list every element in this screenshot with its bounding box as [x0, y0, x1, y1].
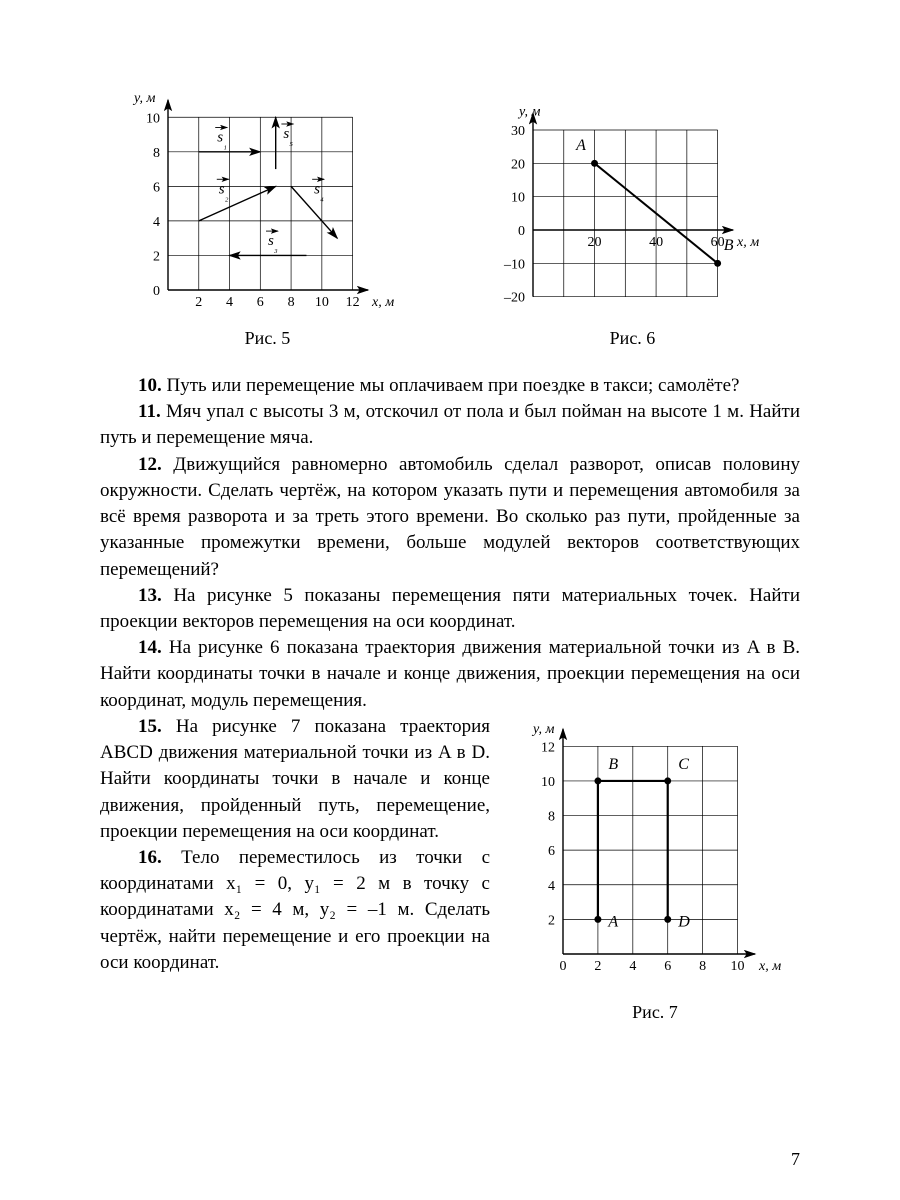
figure-5: 2 4 6 8 10 12 0 2 4 6 8 10 x, м y, м s₁ s₂ s₃ s₄ s₅ Рис. 5 [100, 90, 435, 349]
svg-text:D: D [677, 913, 690, 930]
problem-text: На рисунке 6 показана траектория движени… [100, 637, 800, 710]
svg-text:12: 12 [345, 295, 359, 310]
problem-number: 14. [138, 637, 162, 658]
svg-text:–10: –10 [503, 257, 525, 272]
problem-number: 16. [138, 847, 162, 868]
problem-text: Движущийся равномерно автомобиль сделал … [100, 454, 800, 580]
svg-text:x, м: x, м [371, 295, 394, 310]
svg-text:4: 4 [548, 879, 555, 894]
fig6-caption: Рис. 6 [465, 328, 800, 349]
svg-text:y, м: y, м [132, 91, 155, 106]
problems-block-2: 15. На рисунке 7 показана траектория ABC… [100, 714, 490, 976]
svg-text:s₁: s₁ [217, 129, 227, 150]
svg-text:6: 6 [548, 844, 555, 859]
svg-text:60: 60 [710, 235, 724, 250]
figure-row-top: 2 4 6 8 10 12 0 2 4 6 8 10 x, м y, м s₁ s₂ s₃ s₄ s₅ Рис. 5… [100, 90, 800, 349]
svg-text:4: 4 [226, 295, 233, 310]
svg-text:8: 8 [287, 295, 294, 310]
svg-text:0: 0 [153, 284, 160, 299]
svg-text:–20: –20 [503, 291, 525, 306]
svg-text:4: 4 [629, 959, 636, 974]
svg-text:10: 10 [314, 295, 328, 310]
svg-text:s₄: s₄ [314, 181, 324, 202]
svg-text:10: 10 [541, 775, 555, 790]
svg-text:20: 20 [511, 157, 525, 172]
svg-text:10: 10 [146, 111, 160, 126]
page-number: 7 [791, 1149, 800, 1170]
svg-text:x, м: x, м [736, 235, 759, 250]
svg-text:8: 8 [699, 959, 706, 974]
fig5-svg: 2 4 6 8 10 12 0 2 4 6 8 10 x, м y, м s₁ s₂ s₃ s₄ s₅ [118, 90, 418, 320]
fig6-svg: 20 40 60 –20 –10 0 10 20 30 x, м y, м A B [473, 90, 793, 320]
svg-text:2: 2 [195, 295, 202, 310]
svg-text:x, м: x, м [758, 959, 781, 974]
figure-7: 0 2 4 6 8 10 2 4 6 8 10 12 x, м y, м A B C D Рис. 7 [510, 714, 800, 1023]
problem-number: 13. [138, 585, 162, 606]
problem-number: 12. [138, 454, 162, 475]
problem-15: 15. На рисунке 7 показана траектория ABC… [100, 714, 490, 845]
svg-text:30: 30 [511, 124, 525, 139]
svg-text:2: 2 [153, 249, 160, 264]
svg-text:0: 0 [560, 959, 567, 974]
svg-text:A: A [575, 137, 586, 154]
svg-text:s₃: s₃ [268, 233, 278, 254]
svg-text:20: 20 [587, 235, 601, 250]
problem-14: 14. На рисунке 6 показана траектория дви… [100, 635, 800, 714]
svg-text:s₂: s₂ [218, 181, 228, 202]
svg-text:10: 10 [731, 959, 745, 974]
svg-text:A: A [607, 913, 618, 930]
problem-number: 11. [138, 401, 161, 422]
figure-6: 20 40 60 –20 –10 0 10 20 30 x, м y, м A B Рис. 6 [465, 90, 800, 349]
svg-text:8: 8 [548, 809, 555, 824]
problem-number: 15. [138, 716, 162, 737]
svg-text:0: 0 [518, 224, 525, 239]
problem-text: Путь или перемещение мы оплачиваем при п… [167, 375, 740, 396]
svg-text:2: 2 [594, 959, 601, 974]
problem-number: 10. [138, 375, 162, 396]
svg-text:6: 6 [256, 295, 263, 310]
lower-section: 15. На рисунке 7 показана траектория ABC… [100, 714, 800, 1023]
svg-text:6: 6 [664, 959, 671, 974]
svg-text:B: B [608, 756, 618, 773]
svg-text:8: 8 [153, 146, 160, 161]
svg-text:6: 6 [153, 180, 160, 195]
fig5-caption: Рис. 5 [100, 328, 435, 349]
svg-text:2: 2 [548, 913, 555, 928]
fig7-svg: 0 2 4 6 8 10 2 4 6 8 10 12 x, м y, м A B C D [515, 714, 795, 994]
problem-12: 12. Движущийся равномерно автомобиль сде… [100, 452, 800, 583]
svg-text:s₅: s₅ [283, 126, 293, 147]
problem-11: 11. Мяч упал с высоты 3 м, отскочил от п… [100, 399, 800, 451]
svg-text:12: 12 [541, 740, 555, 755]
problem-text: На рисунке 5 показаны перемещения пяти м… [100, 585, 800, 632]
svg-text:B: B [723, 237, 733, 254]
problem-16: 16. Тело переместилось из точки с коорди… [100, 845, 490, 976]
problems-block-1: 10. Путь или перемещение мы оплачиваем п… [100, 373, 800, 714]
problem-text: Мяч упал с высоты 3 м, отскочил от пола … [100, 401, 800, 448]
svg-text:40: 40 [649, 235, 663, 250]
svg-text:y, м: y, м [517, 104, 540, 119]
svg-text:y, м: y, м [531, 722, 554, 737]
problem-10: 10. Путь или перемещение мы оплачиваем п… [100, 373, 800, 399]
fig7-caption: Рис. 7 [510, 1002, 800, 1023]
svg-text:C: C [678, 756, 689, 773]
svg-text:10: 10 [511, 191, 525, 206]
problem-13: 13. На рисунке 5 показаны перемещения пя… [100, 583, 800, 635]
svg-text:4: 4 [153, 215, 160, 230]
